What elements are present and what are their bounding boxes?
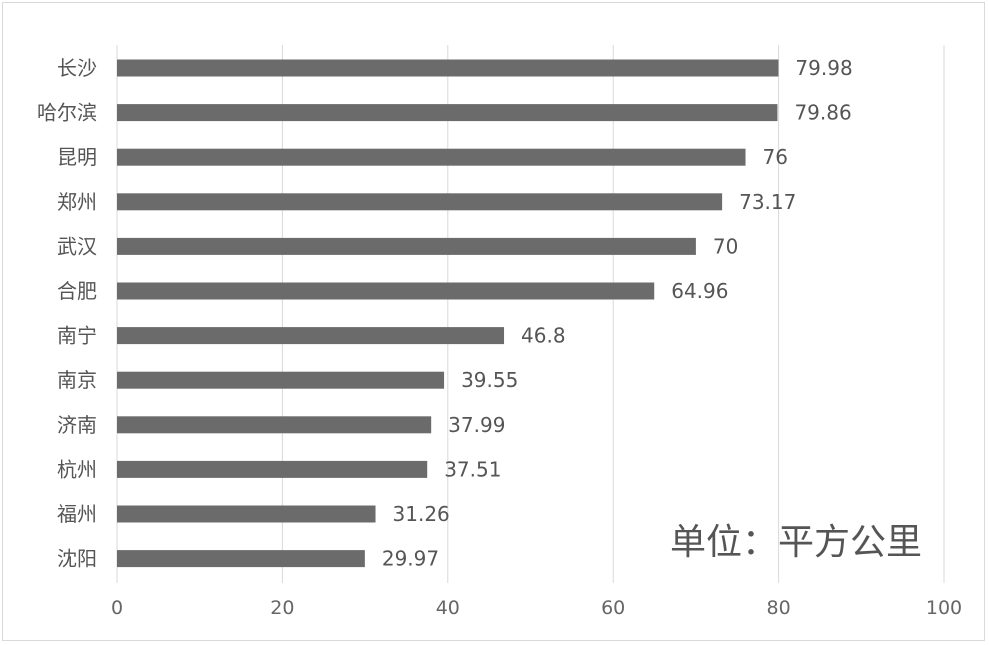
category-label: 昆明 [57,145,97,169]
x-tick-label: 0 [111,597,123,619]
value-label: 39.55 [461,368,518,392]
category-label: 南宁 [57,324,97,348]
x-tick-label: 20 [270,597,294,619]
x-tick-label: 40 [436,597,460,619]
bar [117,104,778,122]
category-label: 杭州 [57,457,97,481]
x-tick-label: 100 [926,597,962,619]
value-label: 73.17 [739,190,796,214]
x-axis-ticks: 0 20 40 60 80 100 [111,597,962,619]
x-tick-label: 80 [767,597,791,619]
category-label: 济南 [57,413,97,437]
category-label: 哈尔滨 [37,101,97,125]
bar [117,148,746,166]
value-label: 76 [763,145,788,169]
value-label: 37.51 [444,457,501,481]
category-label: 长沙 [57,56,97,80]
category-label: 沈阳 [57,547,97,571]
value-label: 64.96 [671,279,728,303]
bar [117,282,655,300]
bar [117,416,432,434]
bar [117,327,505,345]
value-label: 79.86 [794,101,851,125]
value-label: 79.98 [795,56,852,80]
category-label: 合肥 [57,279,97,303]
bar [117,371,445,389]
value-label: 70 [713,234,738,258]
gridlines [116,45,945,583]
bar [117,550,365,568]
bar [117,505,376,523]
category-label: 郑州 [57,190,97,214]
value-label: 31.26 [393,502,450,526]
value-label: 29.97 [382,547,439,571]
bar [117,59,779,77]
x-tick-label: 60 [601,597,625,619]
bar [117,460,428,478]
bars [117,59,779,568]
bar [117,193,723,211]
category-label: 福州 [57,502,97,526]
value-label: 46.8 [521,324,566,348]
unit-annotation: 单位：平方公里 [670,522,922,563]
category-label: 南京 [57,368,97,392]
category-label: 武汉 [57,234,97,258]
bar [117,237,696,255]
value-label: 37.99 [448,413,505,437]
